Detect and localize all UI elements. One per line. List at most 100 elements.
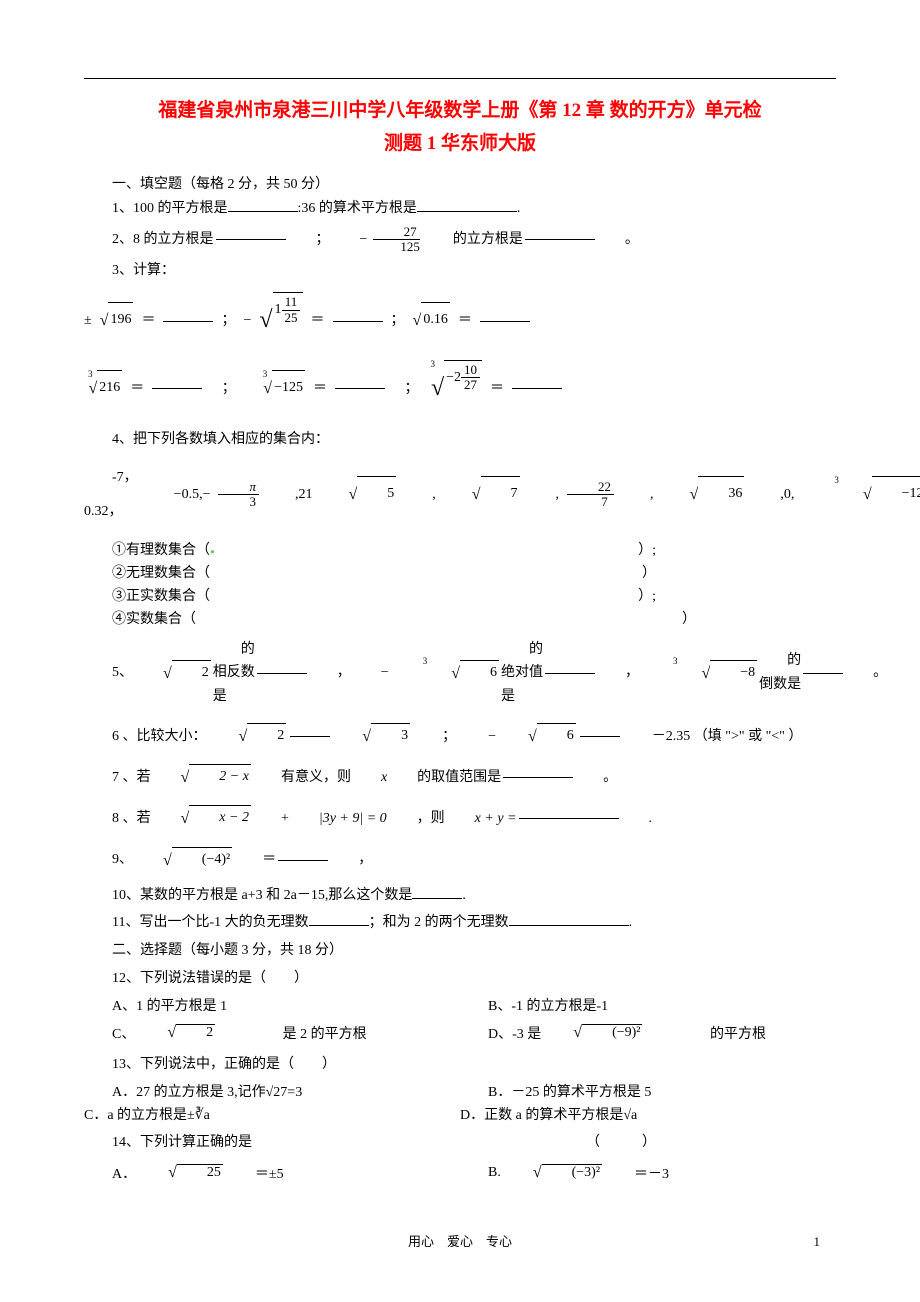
q2b: ； xyxy=(288,228,330,252)
eq: ＝ xyxy=(130,372,144,406)
q14-row1: A．√25＝±5 B.√(−3)²＝－3 xyxy=(84,1163,836,1183)
sqrt-xm2: √x − 2 xyxy=(153,805,251,832)
q3-line2: √216 ＝ ； √−125 ＝ ； √−21027 ＝ xyxy=(84,360,836,418)
q13d: D．正数 a 的算术平方根是√a xyxy=(460,1104,836,1128)
sc: 3 xyxy=(371,723,410,748)
q13-row2: C．a 的立方根是±∛a D．正数 a 的算术平方根是√a xyxy=(84,1104,836,1128)
set-2: ②无理数集合（） xyxy=(84,562,836,582)
eq: ＝ xyxy=(458,304,472,338)
sqrt-n4sq: √(−4)² xyxy=(135,847,232,874)
q5c: ， xyxy=(309,661,351,685)
sc: ； xyxy=(404,372,418,406)
footer-text: 用心 爱心 专心 xyxy=(0,1231,920,1250)
q8a: 8 、若 xyxy=(84,807,151,831)
sc: −125 xyxy=(872,476,920,511)
q6b: ； xyxy=(414,725,456,749)
sc: 7 xyxy=(481,476,520,511)
blank xyxy=(333,321,383,322)
q12b: B、-1 的立方根是-1 xyxy=(460,995,836,1015)
question-11: 11、写出一个比-1 大的负无理数；和为 2 的两个无理数. xyxy=(84,911,836,935)
question-6: 6 、比较大小： √2 √3 ； − √6 －2.35 （填 ">" 或 "<"… xyxy=(84,723,836,750)
sqrt-content: −125 xyxy=(272,370,305,405)
two: 2 xyxy=(454,361,461,395)
frac-pi-3: π3 xyxy=(218,480,259,510)
sc: 6 xyxy=(537,723,576,748)
blank xyxy=(412,898,462,899)
q7d: 。 xyxy=(575,766,617,790)
sqrt-2c: √2 xyxy=(139,1024,215,1042)
set4: ④实数集合（ xyxy=(84,608,196,628)
x: x xyxy=(353,766,387,790)
q5a: 5、 xyxy=(84,661,133,685)
blank xyxy=(512,388,562,389)
one: 1 xyxy=(275,293,282,327)
page-number: 1 xyxy=(814,1234,821,1250)
q11c: . xyxy=(629,915,633,930)
blank xyxy=(216,239,286,240)
frac-22-7: 227 xyxy=(567,480,614,510)
q2d: 。 xyxy=(597,228,639,252)
sc: (−9)² xyxy=(582,1024,642,1041)
sqrt-3: √3 xyxy=(334,723,410,750)
sqrt-25: √25 xyxy=(140,1164,223,1182)
question-10: 10、某数的平方根是 a+3 和 2a－15,那么这个数是. xyxy=(84,884,836,908)
sc: (−3)² xyxy=(542,1164,602,1181)
q5d: 的绝对值是 xyxy=(501,638,543,709)
blank xyxy=(545,673,595,674)
blank xyxy=(290,736,330,737)
q5e: ， xyxy=(597,661,639,685)
sc: 2 xyxy=(172,660,211,685)
sc: ； xyxy=(391,304,405,338)
question-5: 5、 √2 的相反数是， −√6 的绝对值是， √−8 的倒数是。 xyxy=(84,638,836,709)
q7c: 的取值范围是 xyxy=(389,766,501,790)
sc: ； xyxy=(222,372,236,406)
eq: ＝ xyxy=(313,372,327,406)
blank xyxy=(480,321,530,322)
set-1: ①有理数集合（●）; xyxy=(84,539,836,559)
blank xyxy=(309,925,369,926)
blank xyxy=(163,321,213,322)
c: , xyxy=(528,478,560,512)
minus: − xyxy=(446,361,454,395)
num: 22 xyxy=(567,480,614,495)
sc: x − 2 xyxy=(189,805,251,830)
blank xyxy=(335,388,385,389)
num: 27 xyxy=(373,225,420,240)
question-12: 12、下列说法错误的是（ ） xyxy=(84,967,836,991)
header-rule xyxy=(84,78,836,79)
blank xyxy=(417,211,517,212)
q6c: －2.35 （填 ">" 或 "<" ） xyxy=(624,725,803,749)
zero: ,0, xyxy=(752,478,794,512)
cbrt-n125b: √−125 xyxy=(802,476,920,514)
q1c: . xyxy=(517,201,521,216)
q10: 10、某数的平方根是 a+3 和 2a－15,那么这个数是 xyxy=(112,888,412,903)
minus: − xyxy=(332,228,368,252)
cbrt-n125: √−125 xyxy=(259,370,305,408)
num: π xyxy=(218,480,259,495)
q12-row1: A、1 的平方根是 1 B、-1 的立方根是-1 xyxy=(84,995,836,1015)
q2-text: 2、8 的立方根是 xyxy=(84,228,214,252)
sc: (−4)² xyxy=(172,847,232,872)
c: , xyxy=(622,478,654,512)
q14b: B. xyxy=(460,1165,501,1181)
sqrt-36: √36 xyxy=(662,476,745,514)
cbrt-216: √216 xyxy=(84,370,122,408)
q8b: ，则 xyxy=(389,807,445,831)
sqrt-n3sq: √(−3)² xyxy=(505,1164,602,1182)
q14p: （ ） xyxy=(558,1131,656,1155)
sqrt-7: √7 xyxy=(444,476,520,514)
sc: 2 xyxy=(247,723,286,748)
abs: |3y + 9| = 0 xyxy=(291,807,387,831)
eq: ＝ xyxy=(141,304,155,338)
question-9: 9、 √(−4)² ＝， xyxy=(84,847,836,874)
question-7: 7 、若 √2 − x 有意义，则x的取值范围是。 xyxy=(84,764,836,791)
sc: 5 xyxy=(357,476,396,511)
q12a: A、1 的平方根是 1 xyxy=(84,995,460,1015)
q13c: C．a 的立方根是±∛a xyxy=(84,1104,460,1128)
eq: ＝ xyxy=(490,372,504,406)
den: 27 xyxy=(461,378,480,392)
q1b-text: :36 的算术平方根是 xyxy=(298,201,417,216)
blank xyxy=(519,818,619,819)
q1-text: 1、100 的平方根是 xyxy=(112,201,228,216)
set1: ①有理数集合（ xyxy=(112,543,210,558)
